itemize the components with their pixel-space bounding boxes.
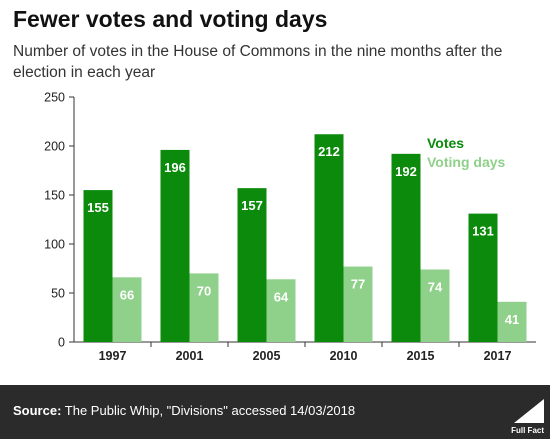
data-label-voting-days-2010: 77 [351, 277, 365, 292]
y-tick-label: 100 [44, 238, 65, 252]
data-label-voting-days-2001: 70 [197, 283, 211, 298]
bar-voting-days-2017 [497, 301, 527, 342]
x-tick-label: 1997 [99, 349, 127, 363]
source-note: Source: The Public Whip, "Divisions" acc… [13, 403, 355, 418]
y-tick-label: 150 [44, 189, 65, 203]
full-fact-logo-icon [514, 399, 544, 423]
y-tick-label: 0 [58, 336, 65, 350]
bar-votes-2001 [160, 149, 190, 342]
data-label-votes-2015: 192 [395, 164, 417, 179]
data-label-voting-days-2015: 74 [428, 279, 443, 294]
y-tick-label: 50 [51, 287, 65, 301]
bar-votes-2010 [314, 134, 344, 342]
full-fact-logo: Full Fact [511, 426, 544, 435]
source-text: The Public Whip, "Divisions" accessed 14… [64, 403, 356, 418]
data-label-voting-days-2005: 64 [274, 289, 289, 304]
bar-voting-days-1997 [112, 277, 142, 342]
y-tick-label: 200 [44, 140, 65, 154]
bar-votes-2015 [391, 153, 421, 342]
y-tick-label: 250 [44, 91, 65, 105]
footer-bar: Source: The Public Whip, "Divisions" acc… [0, 385, 550, 439]
x-tick-label: 2010 [330, 349, 358, 363]
bar-voting-days-2005 [266, 279, 296, 342]
data-label-voting-days-2017: 41 [505, 312, 519, 327]
data-label-votes-2017: 131 [472, 224, 494, 239]
bar-voting-days-2001 [189, 273, 219, 342]
legend-votes: Votes [427, 135, 464, 151]
bar-votes-2005 [237, 188, 267, 342]
bar-votes-2017 [468, 213, 498, 342]
source-label: Source: [13, 403, 62, 418]
bar-voting-days-2010 [343, 266, 373, 342]
bar-votes-1997 [83, 190, 113, 342]
x-tick-label: 2017 [484, 349, 512, 363]
x-tick-label: 2001 [176, 349, 204, 363]
data-label-votes-2001: 196 [164, 160, 186, 175]
data-label-votes-2010: 212 [318, 144, 340, 159]
legend-voting-days: Voting days [427, 154, 506, 170]
x-tick-label: 2005 [253, 349, 281, 363]
bar-chart: 0 50 100 150 200 250 155 66 1997 196 70 2001 157 64 20… [44, 91, 536, 363]
data-label-votes-1997: 155 [87, 200, 109, 215]
chart-subtitle: Number of votes in the House of Commons … [13, 43, 503, 81]
chart-title: Fewer votes and voting days [13, 6, 328, 32]
x-tick-label: 2015 [407, 349, 435, 363]
data-label-votes-2005: 157 [241, 198, 263, 213]
data-label-voting-days-1997: 66 [120, 287, 134, 302]
bar-voting-days-2015 [420, 269, 450, 342]
